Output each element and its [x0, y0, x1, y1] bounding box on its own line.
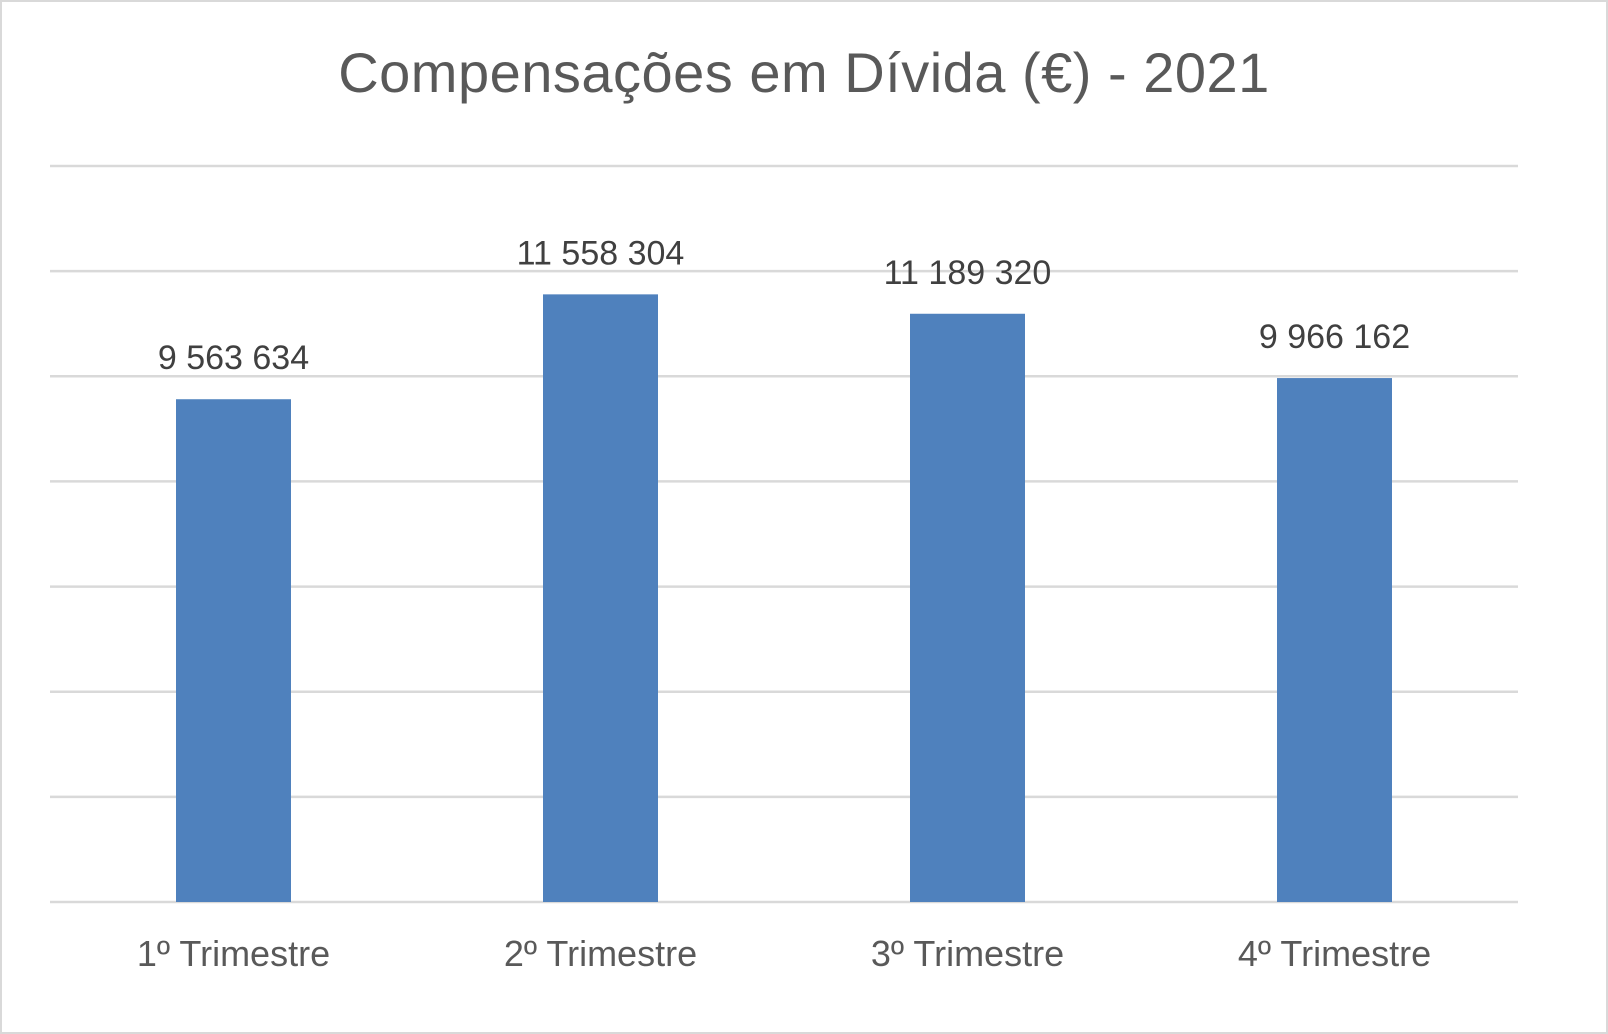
x-tick-label-2: 2º Trimestre: [504, 933, 697, 974]
data-label-4: 9 966 162: [1259, 318, 1410, 356]
data-label-2: 11 558 304: [517, 234, 685, 272]
bar-4: [1277, 378, 1392, 902]
data-label-3: 11 189 320: [884, 254, 1052, 292]
bar-3: [910, 313, 1025, 902]
bar-1: [176, 399, 291, 902]
x-tick-label-3: 3º Trimestre: [871, 933, 1064, 974]
bar-2: [543, 294, 658, 903]
chart-title: Compensações em Dívida (€) - 2021: [338, 41, 1270, 104]
x-tick-label-1: 1º Trimestre: [137, 933, 330, 974]
gridlines: [50, 164, 1518, 904]
x-tick-label-4: 4º Trimestre: [1238, 933, 1431, 974]
bars: [176, 294, 1392, 903]
data-label-1: 9 563 634: [158, 339, 309, 377]
x-axis-tick-labels: 1º Trimestre 2º Trimestre 3º Trimestre 4º T…: [137, 933, 1431, 974]
data-labels: 9 563 634 11 558 304 11 189 320 9 966 162: [158, 234, 1410, 377]
